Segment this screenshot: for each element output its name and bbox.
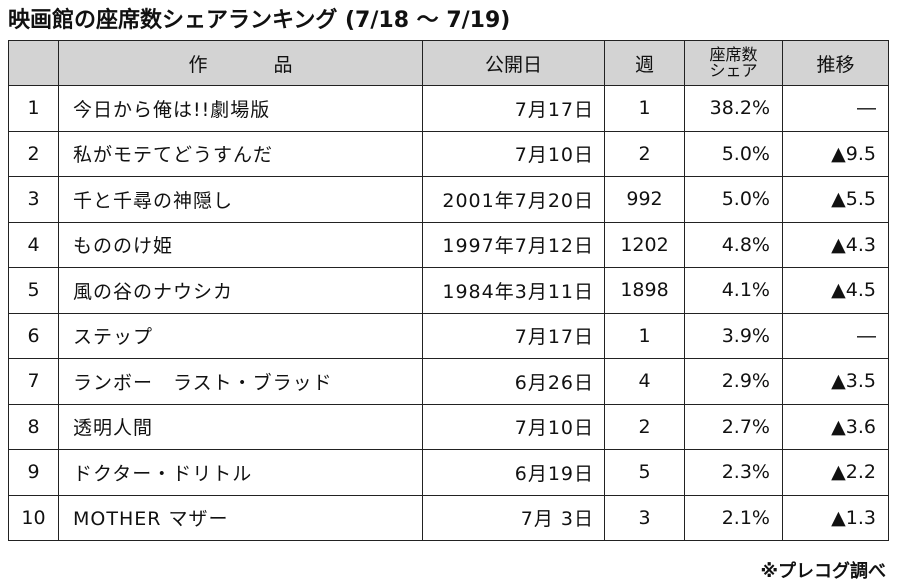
title-cell: 今日から俺は!!劇場版 [58,85,423,132]
release-date-cell: 1984年3月11日 [422,267,605,314]
title-cell: 風の谷のナウシカ [58,267,423,314]
header-seat-share-line2: シェア [709,61,758,80]
rank-cell: 2 [8,130,59,177]
rank-cell: 3 [8,176,59,223]
change-cell: ▲3.5 [782,358,889,405]
weeks-cell: 1898 [604,267,685,314]
weeks-cell: 4 [604,358,685,405]
table-row: 4 もののけ姫 1997年7月12日 1202 4.8% ▲4.3 [8,221,889,268]
change-cell: ▲3.6 [782,403,889,450]
weeks-cell: 5 [604,449,685,496]
weeks-cell: 2 [604,130,685,177]
seat-share-cell: 2.1% [684,494,783,541]
table-row: 2 私がモテてどうすんだ 7月10日 2 5.0% ▲9.5 [8,130,889,177]
seat-share-cell: 4.8% [684,221,783,268]
change-cell: ― [782,85,889,132]
seat-share-cell: 2.9% [684,358,783,405]
change-cell: ― [782,312,889,359]
source-note: ※プレコグ調べ [760,561,887,582]
header-change: 推移 [782,40,889,86]
title-cell: ステップ [58,312,423,359]
header-seat-share-line1: 座席数 [709,45,758,64]
seat-share-cell: 5.0% [684,130,783,177]
rank-cell: 6 [8,312,59,359]
release-date-cell: 7月17日 [422,85,605,132]
title-cell: MOTHER マザー [58,494,423,541]
change-cell: ▲2.2 [782,449,889,496]
weeks-cell: 2 [604,403,685,450]
seat-share-cell: 2.3% [684,449,783,496]
header-rank [8,40,59,86]
weeks-cell: 3 [604,494,685,541]
header-title: 作 品 [58,40,423,86]
weeks-cell: 1202 [604,221,685,268]
seat-share-cell: 38.2% [684,85,783,132]
change-cell: ▲1.3 [782,494,889,541]
table-header: 作 品 公開日 週 座席数 シェア 推移 [8,40,889,86]
rank-cell: 4 [8,221,59,268]
title-cell: 千と千尋の神隠し [58,176,423,223]
title-cell: もののけ姫 [58,221,423,268]
release-date-cell: 2001年7月20日 [422,176,605,223]
rank-cell: 5 [8,267,59,314]
seat-share-cell: 4.1% [684,267,783,314]
release-date-cell: 7月10日 [422,403,605,450]
release-date-cell: 6月19日 [422,449,605,496]
seat-share-cell: 2.7% [684,403,783,450]
seat-share-cell: 5.0% [684,176,783,223]
table-row: 7 ランボー ラスト・ブラッド 6月26日 4 2.9% ▲3.5 [8,358,889,405]
header-seat-share: 座席数 シェア [684,40,783,86]
header-weeks: 週 [604,40,685,86]
change-cell: ▲4.3 [782,221,889,268]
rank-cell: 1 [8,85,59,132]
header-title-label: 作 品 [188,53,323,76]
table-row: 6 ステップ 7月17日 1 3.9% ― [8,312,889,359]
release-date-cell: 7月 3日 [422,494,605,541]
seat-share-cell: 3.9% [684,312,783,359]
ranking-table: 作 品 公開日 週 座席数 シェア 推移 1 今日から俺は!!劇場版 7月17日 1 3… [8,40,889,541]
weeks-cell: 1 [604,85,685,132]
table-body: 1 今日から俺は!!劇場版 7月17日 1 38.2% ― 2 私がモテてどうすんだ 7月10日… [8,85,889,541]
change-cell: ▲5.5 [782,176,889,223]
table-row: 8 透明人間 7月10日 2 2.7% ▲3.6 [8,403,889,450]
table-row: 5 風の谷のナウシカ 1984年3月11日 1898 4.1% ▲4.5 [8,267,889,314]
rank-cell: 7 [8,358,59,405]
title-cell: 透明人間 [58,403,423,450]
table-row: 10 MOTHER マザー 7月 3日 3 2.1% ▲1.3 [8,494,889,541]
title-cell: ランボー ラスト・ブラッド [58,358,423,405]
title-cell: ドクター・ドリトル [58,449,423,496]
table-row: 1 今日から俺は!!劇場版 7月17日 1 38.2% ― [8,85,889,132]
release-date-cell: 7月10日 [422,130,605,177]
title-cell: 私がモテてどうすんだ [58,130,423,177]
release-date-cell: 7月17日 [422,312,605,359]
page-title: 映画館の座席数シェアランキング (7/18 〜 7/19) [8,8,511,33]
rank-cell: 9 [8,449,59,496]
release-date-cell: 1997年7月12日 [422,221,605,268]
rank-cell: 8 [8,403,59,450]
header-release-date: 公開日 [422,40,605,86]
release-date-cell: 6月26日 [422,358,605,405]
table-row: 9 ドクター・ドリトル 6月19日 5 2.3% ▲2.2 [8,449,889,496]
change-cell: ▲9.5 [782,130,889,177]
rank-cell: 10 [8,494,59,541]
table-row: 3 千と千尋の神隠し 2001年7月20日 992 5.0% ▲5.5 [8,176,889,223]
change-cell: ▲4.5 [782,267,889,314]
weeks-cell: 1 [604,312,685,359]
weeks-cell: 992 [604,176,685,223]
